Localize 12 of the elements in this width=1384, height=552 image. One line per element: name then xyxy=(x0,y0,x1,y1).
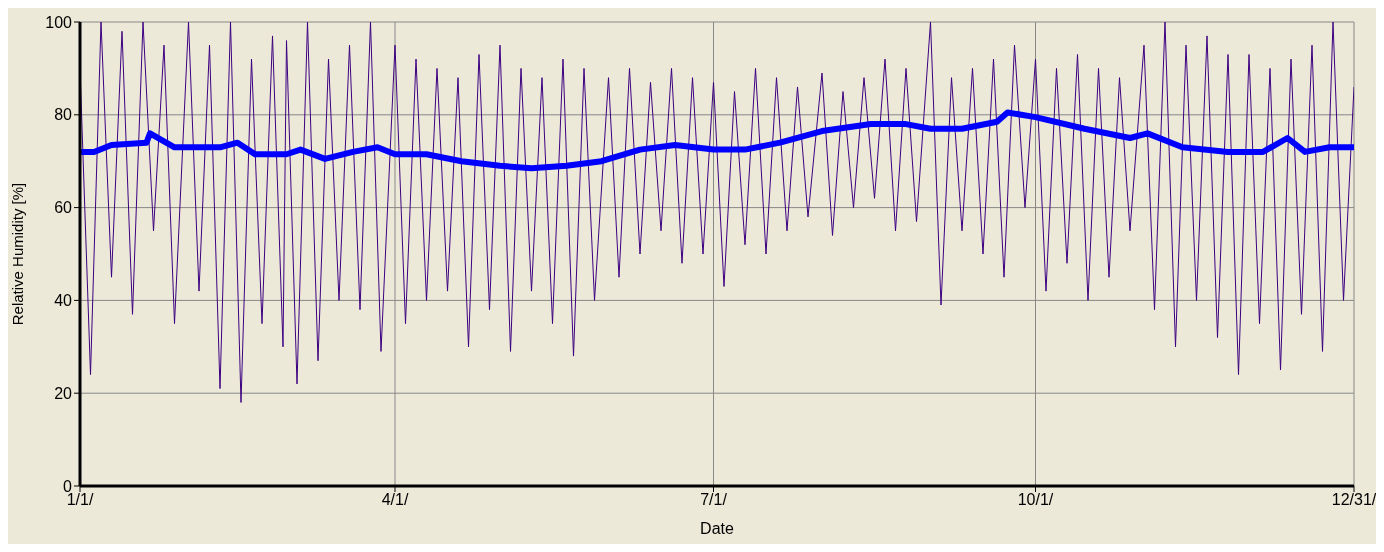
x-tick-label: 4/1/ xyxy=(381,491,409,509)
y-tick-label: 60 xyxy=(54,199,73,217)
x-tick-label: 12/31/ xyxy=(1331,491,1377,509)
x-axis-title: Date xyxy=(700,520,734,537)
y-tick-label: 100 xyxy=(45,13,73,31)
y-axis-title: Relative Humidity [%] xyxy=(9,182,27,326)
x-tick-label: 1/1/ xyxy=(66,491,94,509)
x-tick-label: 10/1/ xyxy=(1017,491,1054,509)
y-tick-label: 40 xyxy=(54,292,73,310)
y-tick-label: 20 xyxy=(54,384,73,402)
x-tick-label: 7/1/ xyxy=(700,491,728,509)
y-tick-label: 80 xyxy=(54,106,73,124)
